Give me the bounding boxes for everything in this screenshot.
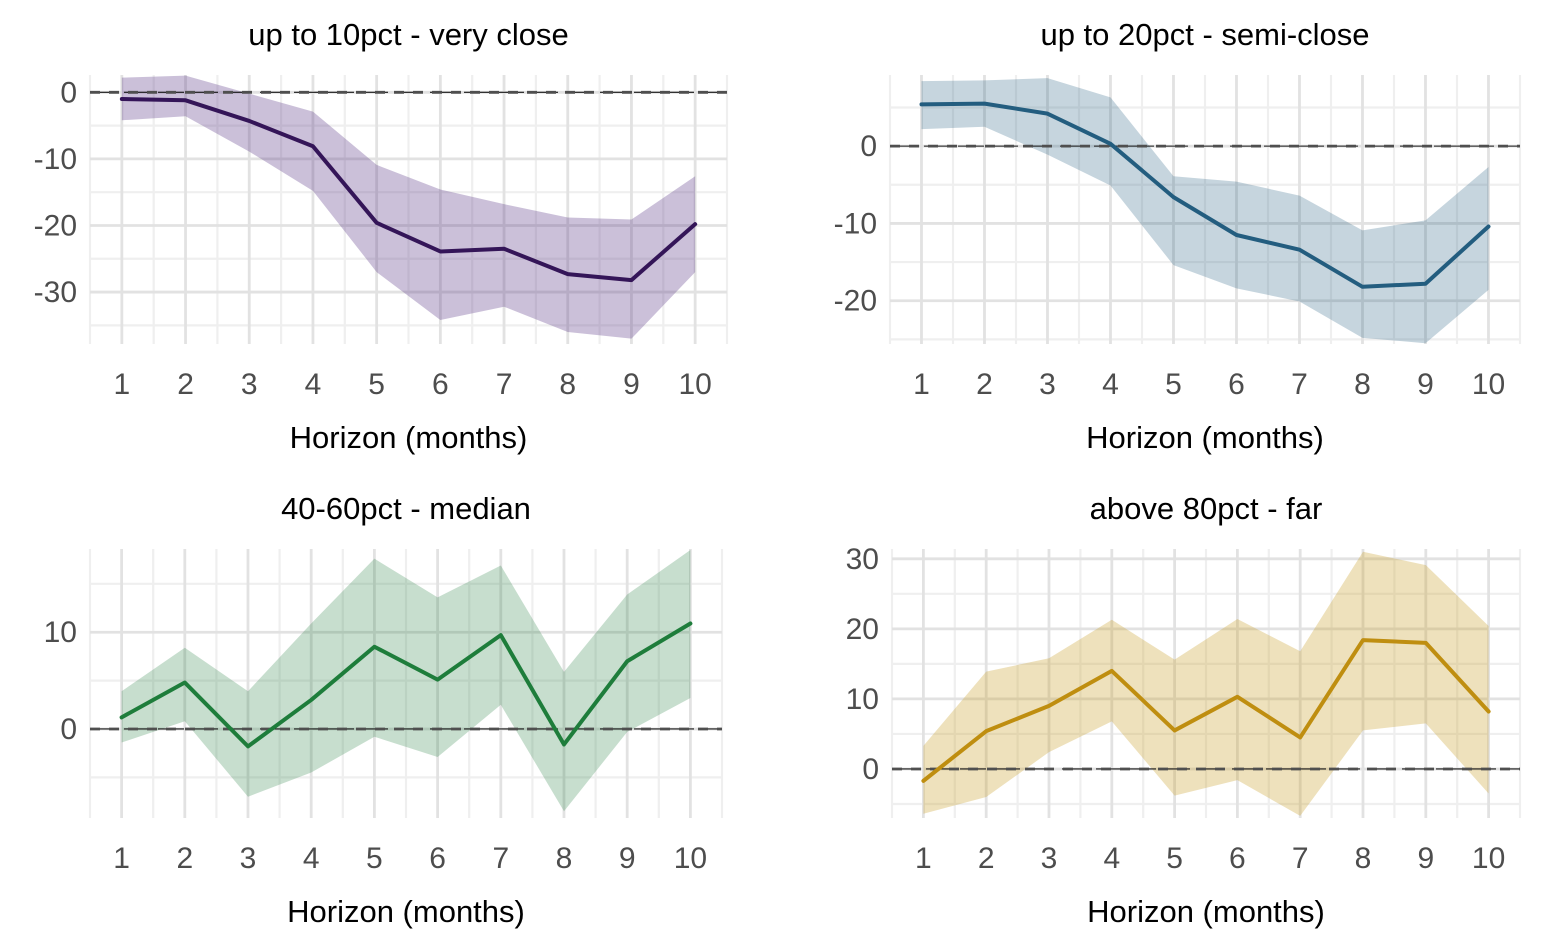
x-tick-label: 1 (113, 842, 130, 875)
estimate-line (119, 96, 698, 283)
y-tick-label: 20 (846, 613, 879, 646)
grid-lines (888, 75, 1522, 344)
y-tick-label: 0 (60, 76, 77, 109)
x-tick-label: 4 (1102, 368, 1119, 401)
y-tick-label: -10 (834, 207, 877, 240)
x-tick-label: 9 (1417, 842, 1434, 875)
panel-title: up to 10pct - very close (248, 17, 569, 52)
x-tick-label: 1 (915, 842, 932, 875)
y-tick-label: -30 (34, 276, 77, 309)
line-chart-40-60pct: 40-60pct - median 10 0 1 2 3 4 5 6 7 8 9 10 Horizon (… (44, 491, 724, 929)
x-axis-title: Horizon (months) (1086, 420, 1324, 455)
x-tick-label: 8 (559, 368, 576, 401)
x-tick-label: 3 (1039, 368, 1056, 401)
x-tick-label: 10 (674, 842, 707, 875)
chart-panel-up-to-20pct-semi-close: up to 20pct - semi-close 0 -10 -20 1 2 3 4 5 6 7 8 9… (772, 0, 1544, 474)
x-axis-title: Horizon (months) (287, 894, 525, 929)
line-chart-above-80pct: above 80pct - far 30 20 10 0 1 2 3 4 5 6 7 8 9 10 Horiz… (846, 491, 1522, 929)
x-tick-label: 7 (1291, 368, 1308, 401)
chart-panel-up-to-10pct-very-close: up to 10pct - very close 0 -10 -20 -30 1 2 3 4 5 6… (0, 0, 772, 474)
panel-title: above 80pct - far (1090, 491, 1323, 526)
chart-panel-40-60pct-median: 40-60pct - median 10 0 1 2 3 4 5 6 7 8 9 10 Horizon (… (0, 474, 772, 948)
x-tick-label: 6 (1229, 842, 1246, 875)
x-tick-label: 6 (1228, 368, 1245, 401)
x-tick-label: 3 (1041, 842, 1058, 875)
x-tick-label: 7 (496, 368, 513, 401)
x-tick-label: 8 (1355, 842, 1372, 875)
x-tick-label: 9 (623, 368, 640, 401)
x-tick-label: 8 (1354, 368, 1371, 401)
x-tick-label: 10 (678, 368, 711, 401)
estimate-line (919, 101, 1491, 289)
x-tick-label: 6 (432, 368, 449, 401)
y-tick-label: 10 (44, 616, 77, 649)
y-tick-label: -20 (34, 209, 77, 242)
chart-panel-above-80pct-far: above 80pct - far 30 20 10 0 1 2 3 4 5 6 7 8 9 10 Horiz… (772, 474, 1544, 948)
x-tick-label: 8 (556, 842, 573, 875)
y-tick-label: -20 (834, 285, 877, 318)
x-tick-label: 4 (1103, 842, 1120, 875)
y-tick-label: 0 (862, 753, 879, 786)
y-tick-label: -10 (34, 143, 77, 176)
x-tick-label: 4 (305, 368, 322, 401)
line-chart-up-to-10pct: up to 10pct - very close 0 -10 -20 -30 1 2 3 4 5 6… (34, 17, 729, 455)
x-tick-label: 1 (114, 368, 131, 401)
x-axis-title: Horizon (months) (290, 420, 528, 455)
x-tick-label: 3 (241, 368, 258, 401)
x-tick-label: 5 (366, 842, 383, 875)
x-tick-label: 5 (1165, 368, 1182, 401)
x-tick-label: 5 (368, 368, 385, 401)
x-tick-label: 7 (1292, 842, 1309, 875)
panel-title: 40-60pct - median (281, 491, 531, 526)
x-tick-label: 10 (1472, 368, 1505, 401)
x-tick-label: 2 (176, 842, 193, 875)
x-tick-label: 9 (1417, 368, 1434, 401)
x-tick-label: 4 (303, 842, 320, 875)
confidence-band (121, 75, 696, 339)
confidence-band (121, 549, 691, 812)
x-tick-label: 10 (1472, 842, 1505, 875)
y-tick-label: 30 (846, 543, 879, 576)
confidence-band (923, 551, 1489, 816)
x-tick-label: 7 (492, 842, 509, 875)
line-chart-up-to-20pct: up to 20pct - semi-close 0 -10 -20 1 2 3 4 5 6 7 8 9… (834, 17, 1522, 455)
x-tick-label: 2 (978, 842, 995, 875)
x-tick-label: 2 (976, 368, 993, 401)
x-tick-label: 9 (619, 842, 636, 875)
x-tick-label: 2 (177, 368, 194, 401)
estimate-line (119, 621, 693, 749)
y-tick-label: 0 (60, 713, 77, 746)
y-tick-label: 0 (860, 130, 877, 163)
grid-lines (88, 75, 729, 344)
x-tick-label: 6 (429, 842, 446, 875)
x-tick-label: 3 (240, 842, 257, 875)
y-tick-label: 10 (846, 683, 879, 716)
estimate-line (921, 638, 1491, 783)
x-tick-label: 1 (913, 368, 930, 401)
x-tick-label: 5 (1166, 842, 1183, 875)
x-axis-title: Horizon (months) (1087, 894, 1325, 929)
panel-title: up to 20pct - semi-close (1040, 17, 1369, 52)
